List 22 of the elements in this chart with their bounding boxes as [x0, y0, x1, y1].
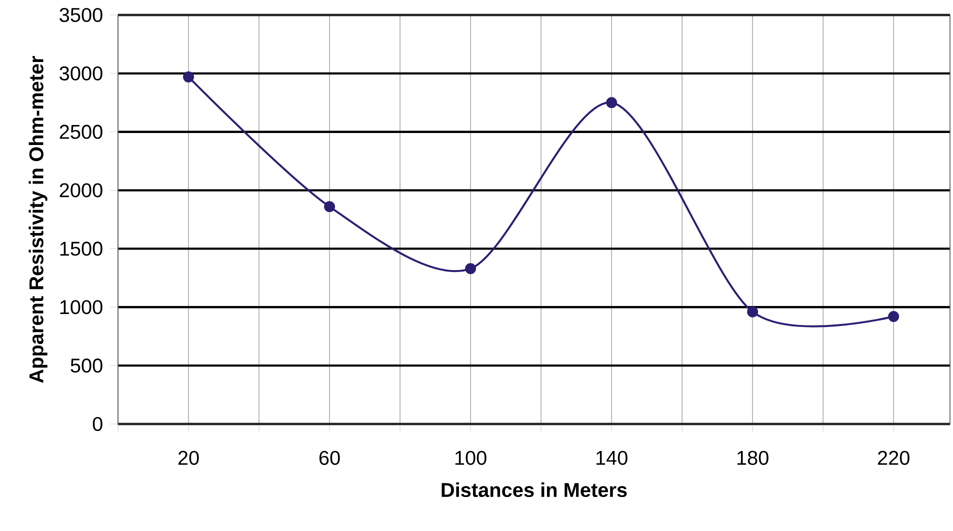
y-axis-title: Apparent Resistivity in Ohm-meter [28, 56, 48, 383]
x-tick-label: 180 [737, 450, 768, 465]
y-tick-label: 0 [92, 416, 102, 432]
point [183, 71, 194, 82]
point [747, 306, 758, 318]
point [606, 97, 618, 108]
y-tick-label: 3500 [60, 8, 102, 22]
point [324, 201, 336, 212]
point [888, 310, 900, 322]
x-tick-label: 220 [878, 450, 910, 465]
x-tick-label: 20 [178, 450, 199, 465]
x-tick-label: 60 [319, 450, 340, 465]
x-tick-label: 140 [596, 450, 628, 465]
y-tick-label: 500 [70, 358, 102, 373]
point [465, 263, 476, 274]
y-tick-label: 1500 [60, 242, 102, 256]
y-tick-label: 1000 [60, 300, 102, 314]
y-tick-label: 2500 [60, 124, 102, 139]
y-tick-label: 2000 [60, 183, 102, 198]
x-tick-label: 100 [455, 450, 486, 465]
x-axis-title: Distances in Meters [442, 482, 627, 498]
y-tick-label: 3000 [60, 66, 102, 80]
